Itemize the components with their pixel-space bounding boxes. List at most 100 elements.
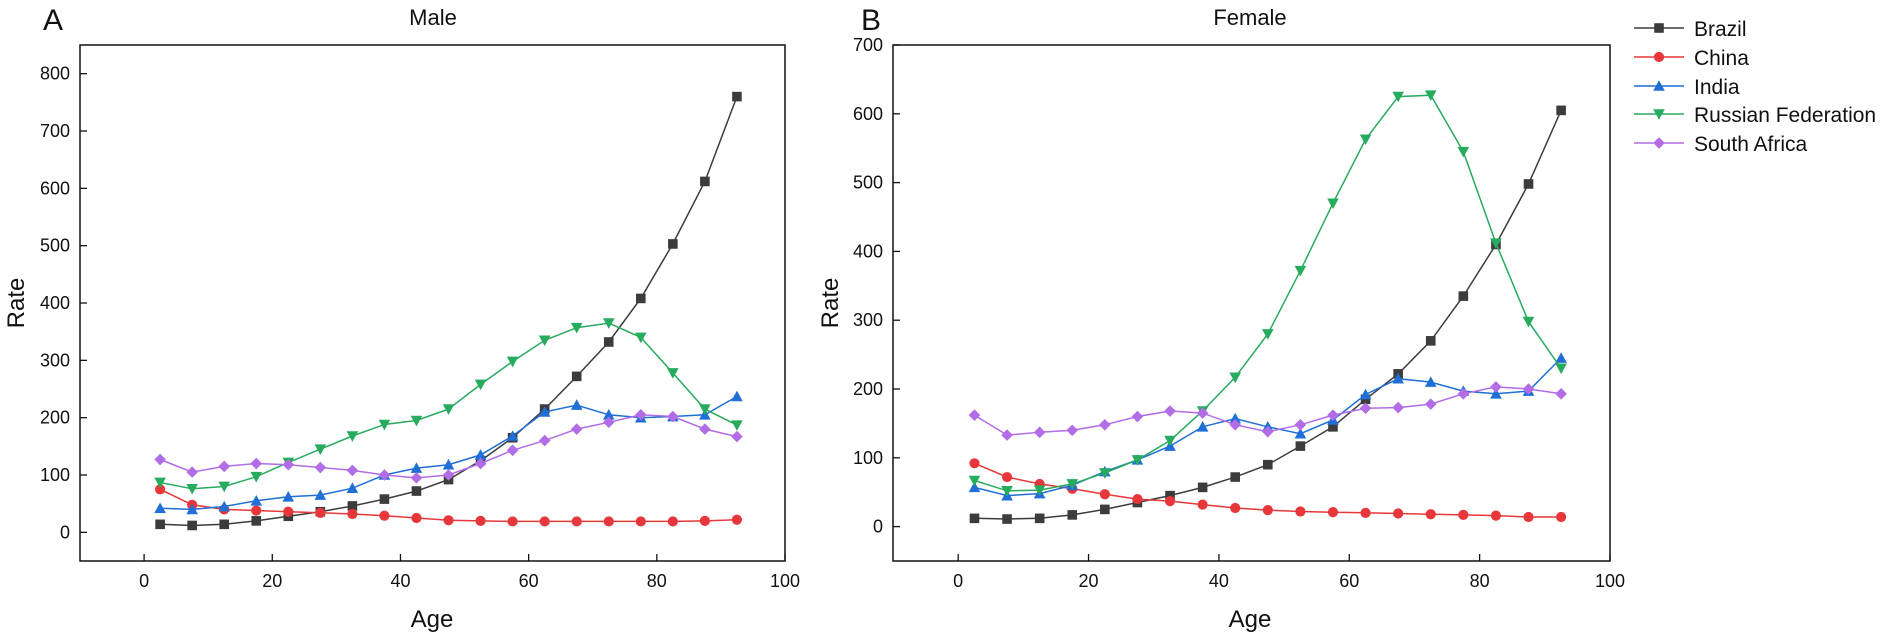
legend-label-brazil: Brazil: [1694, 18, 1747, 41]
panel-label-b: B: [861, 4, 881, 37]
legend-symbol-india: [1653, 80, 1665, 91]
point-female-china: [1230, 502, 1241, 514]
point-female-brazil: [1295, 441, 1306, 451]
point-female-russian-federation: [1099, 468, 1111, 479]
legend-marker-brazil: [1654, 23, 1664, 33]
point-female-india: [968, 481, 981, 493]
point-male-russian-federation: [667, 368, 679, 379]
point-female-china: [1001, 471, 1013, 483]
point-male-russian-federation: [186, 483, 198, 495]
point-male-india: [731, 390, 743, 402]
point-female-china: [1523, 511, 1534, 523]
series-male-russian-federation: [154, 318, 743, 495]
legend-marker-russian-federation: [1653, 109, 1665, 120]
point-male-china: [571, 516, 582, 527]
point-female-china: [1360, 507, 1371, 518]
x-tick-label-male: 0: [139, 571, 149, 591]
point-female-russian-federation: [968, 475, 981, 487]
point-male-india: [442, 458, 455, 470]
y-tick-label-female: 200: [853, 379, 883, 399]
point-male-brazil: [155, 519, 165, 530]
panel-title-female: Female: [1213, 5, 1286, 30]
point-female-south-africa: [1099, 418, 1111, 431]
point-female-south-africa: [968, 409, 981, 421]
point-male-india: [570, 399, 583, 410]
point-male-india: [154, 502, 166, 514]
y-tick-label-male: 100: [40, 465, 70, 485]
series-male-south-africa: [154, 409, 743, 484]
point-male-russian-federation: [570, 322, 583, 334]
point-male-south-africa: [186, 466, 198, 478]
point-female-south-africa: [1457, 388, 1470, 400]
point-male-india: [506, 430, 519, 441]
point-male-south-africa: [602, 416, 615, 429]
point-male-china: [251, 505, 262, 516]
point-male-russian-federation: [346, 431, 359, 442]
point-male-china: [539, 516, 550, 527]
point-female-china: [1458, 509, 1469, 521]
point-male-china: [155, 484, 166, 495]
point-male-china: [635, 516, 646, 527]
point-female-brazil: [1458, 291, 1469, 301]
legend: Brazil China India Russian Federation So…: [1634, 18, 1876, 156]
point-male-russian-federation: [378, 419, 391, 431]
y-tick-label-female: 400: [853, 241, 883, 261]
point-female-south-africa: [1261, 425, 1274, 438]
x-tick-label-female: 0: [953, 571, 963, 591]
y-tick-label-male: 700: [40, 121, 70, 141]
point-female-brazil: [1262, 459, 1273, 470]
y-tick-label-female: 300: [853, 310, 883, 330]
point-female-south-africa: [1066, 424, 1079, 437]
point-male-india: [250, 495, 263, 506]
panel-male: A Male Rate Age 0 20 40 60 80 100 0 100 200 300 40…: [3, 4, 800, 633]
point-female-china: [1197, 499, 1208, 510]
point-female-russian-federation: [1424, 90, 1437, 102]
point-male-south-africa: [442, 469, 455, 481]
point-female-south-africa: [1229, 418, 1242, 431]
point-male-south-africa: [218, 460, 231, 473]
x-tick-label-male: 100: [770, 571, 800, 591]
point-male-russian-federation: [442, 404, 455, 415]
point-male-india: [186, 503, 198, 515]
panel-female: B Female Rate Age 0 20 40 60 80 100 0 100 200 300…: [817, 4, 1625, 633]
point-female-russian-federation: [1457, 146, 1470, 158]
point-male-china: [411, 512, 422, 524]
point-female-china: [1262, 504, 1273, 516]
point-male-china: [315, 507, 326, 518]
point-male-south-africa: [154, 453, 166, 466]
legend-symbol-south-africa: [1653, 137, 1665, 149]
point-male-brazil: [347, 501, 358, 511]
point-male-india: [282, 490, 295, 502]
point-female-china: [969, 458, 980, 469]
series-female-south-africa: [968, 381, 1567, 441]
point-female-russian-federation: [1001, 486, 1013, 497]
point-female-south-africa: [1522, 383, 1535, 395]
point-male-south-africa: [570, 423, 583, 435]
legend-item-russian-federation: Russian Federation: [1634, 104, 1876, 127]
point-male-india: [218, 500, 231, 512]
point-female-brazil: [1002, 514, 1012, 524]
point-female-india: [1229, 412, 1242, 424]
point-female-china: [1490, 510, 1502, 521]
panel-label-a: A: [43, 4, 63, 37]
plot-area-female: [892, 44, 1611, 562]
point-female-brazil: [1360, 394, 1371, 405]
point-female-china: [1327, 507, 1339, 518]
point-male-russian-federation: [474, 379, 487, 391]
point-female-russian-federation: [1359, 134, 1372, 146]
y-tick-label-male: 600: [40, 178, 70, 198]
y-tick-label-female: 700: [853, 35, 883, 55]
point-female-brazil: [1100, 504, 1110, 515]
series-female-russian-federation: [968, 90, 1567, 497]
legend-marker-china: [1653, 51, 1665, 63]
point-male-india: [474, 449, 487, 460]
point-male-india: [346, 482, 359, 493]
point-female-china: [1393, 508, 1404, 519]
point-male-brazil: [251, 516, 262, 526]
y-tick-label-female: 500: [853, 173, 883, 193]
panel-title-male: Male: [409, 5, 457, 30]
x-axis-label-female: Age: [1229, 606, 1272, 633]
x-tick-label-female: 100: [1595, 571, 1625, 591]
point-male-brazil: [635, 293, 646, 304]
